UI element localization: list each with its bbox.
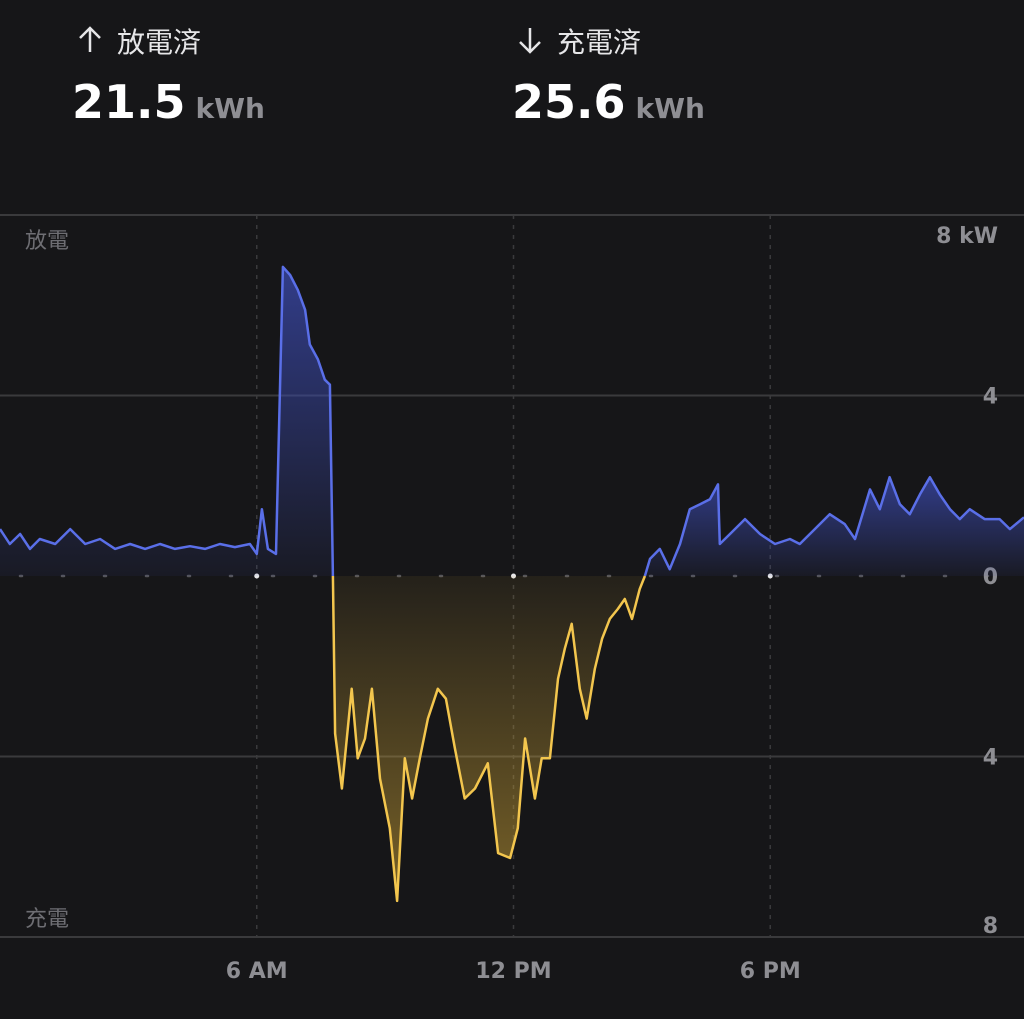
line <box>0 265 335 577</box>
discharged-value: 21.5 <box>72 75 186 129</box>
y-tick-label: 8 <box>983 914 998 939</box>
charged-value: 25.6 <box>512 75 626 129</box>
charged-total: 25.6 kWh <box>512 75 705 129</box>
discharged-unit: kWh <box>196 92 265 125</box>
charge-side-label: 充電 <box>25 907 69 932</box>
up-arrow <box>79 26 101 52</box>
discharge-side-label: 放電 <box>25 229 69 254</box>
line <box>643 475 1024 577</box>
discharged-total: 21.5 kWh <box>72 75 265 129</box>
area <box>332 576 645 901</box>
charged-label: 充電済 <box>557 26 641 59</box>
down-arrow <box>519 28 541 54</box>
charged-unit: kWh <box>636 92 705 125</box>
x-tick-label: 12 PM <box>475 959 551 984</box>
discharged-label: 放電済 <box>117 26 201 59</box>
y-tick-label: 8 kW <box>936 224 998 249</box>
x-tick-label: 6 PM <box>740 959 801 984</box>
line <box>331 575 647 903</box>
x-tick-label: 6 AM <box>226 959 288 984</box>
y-tick-label: 4 <box>983 385 998 410</box>
area <box>644 477 1024 576</box>
y-tick-label: 4 <box>983 746 998 771</box>
